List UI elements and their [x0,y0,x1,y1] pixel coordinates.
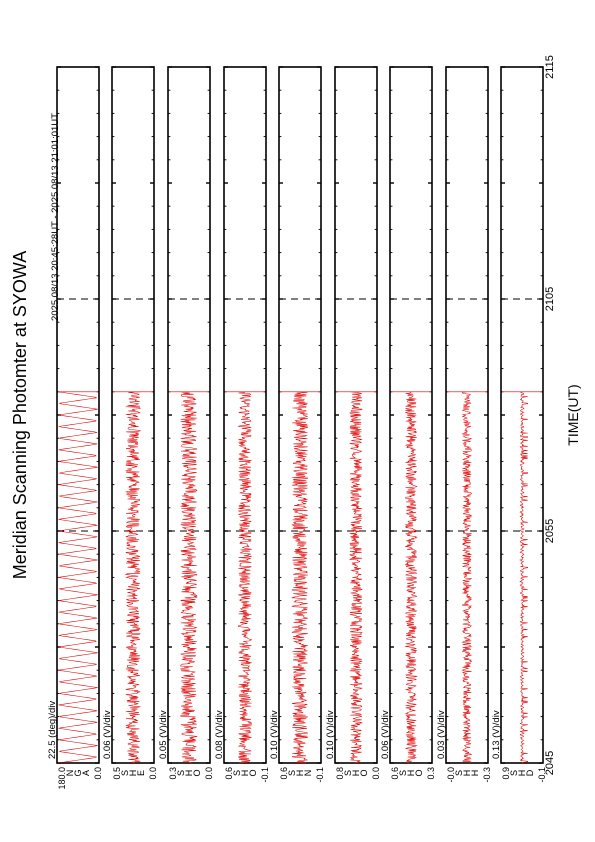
channel-letter: O [414,769,424,776]
channel-letter: S [509,770,519,776]
panel-scale-label: 0.05 (V)/div [158,710,169,759]
x-tick-label: 2105 [544,287,556,311]
x-axis-title: TIME(UT) [565,384,581,445]
panel-scale-label: 0.10 (V)/div [269,710,280,759]
chart-title: Meridian Scanning Photomter at SYOWA [10,251,30,579]
panel-scale-label: 0.03 (V)/div [436,710,447,759]
channel-letter: S [343,770,353,776]
channel-letter: O [248,769,258,776]
channel-letter: S [454,770,464,776]
panel-5: 0.10 (V)/div 0.6 -0.1 SHN [269,66,325,783]
panel-4: 0.08 (V)/div 0.6 -0.1 SHO [214,66,270,783]
channel-letter: S [176,770,186,776]
panel-ymax-label: 0.3 [168,767,178,780]
panel-ymax-label: 0.9 [501,767,511,780]
panel-ymax-label: 0.8 [335,767,345,780]
channel-letter: E [136,770,146,776]
trace-line [461,391,473,764]
panel-scale-label: 0.08 (V)/div [214,710,225,759]
panel-ymin-label: -0.1 [315,767,325,783]
trace-line [519,391,528,764]
panel-ymax-label: 0.5 [112,767,122,780]
panel-ymax-label: 180.0 [57,767,67,790]
panel-ymin-label: 0.0 [204,767,214,780]
channel-letter: G [73,769,83,776]
channel-letter: H [128,770,138,777]
panel-1: 22.5 (deg)/div 180.0 0.0 NGA [47,66,103,790]
panel-ymin-label: 0.0 [93,767,103,780]
x-tick-label: 2115 [544,55,556,79]
panel-ymin-label: -0.1 [260,767,270,783]
panel-scale-label: 22.5 (deg)/div [47,701,58,759]
panel-frame [278,66,322,764]
panel-ymax-label: 0.6 [279,767,289,780]
panel-ymax-label: -0.0 [446,767,456,783]
panel-ymin-label: 0.3 [426,767,436,780]
channel-letter: H [351,770,361,777]
panel-9: 0.13 (V)/div 0.9 -0.1 SHD [491,66,547,783]
channel-letter: H [406,770,416,777]
x-tick-label: 2045 [544,751,556,775]
panel-frame [56,66,100,764]
panel-ymin-label: 0.0 [148,767,158,780]
trace-line [124,391,142,764]
channel-letter: H [184,770,194,777]
channel-letter: H [240,770,250,777]
trace-line [179,391,198,764]
channel-letter: O [192,769,202,776]
channel-letter: H [470,770,480,777]
channel-letter: H [462,770,472,777]
panel-3: 0.05 (V)/div 0.3 0.0 SHO [158,66,214,780]
trace-line [348,391,364,764]
trace-line [404,391,418,764]
channel-letter: N [303,770,313,777]
panel-2: 0.06 (V)/div 0.5 0.0 SHE [102,66,158,780]
panel-7: 0.06 (V)/div 0.6 0.3 SHO [380,66,436,780]
channel-letter: H [517,770,527,777]
trace-line [291,391,309,764]
panel-scale-label: 0.13 (V)/div [491,710,502,759]
panel-ymin-label: -0.1 [537,767,547,783]
panel-6: 0.10 (V)/div 0.8 0.0 SHO [325,66,381,780]
panel-scale-label: 0.10 (V)/div [325,710,336,759]
panel-frame [389,66,433,764]
x-tick-label: 2055 [544,519,556,543]
panel-scale-label: 0.06 (V)/div [380,710,391,759]
trace-line [237,391,253,764]
channel-letter: H [295,770,305,777]
trace-line [57,391,98,764]
channel-letter: D [525,769,535,776]
panel-ymin-label: 0.0 [371,767,381,780]
channel-letter: S [120,770,130,776]
channel-letter: S [287,770,297,776]
channel-letter: S [398,770,408,776]
panel-ymax-label: 0.6 [390,767,400,780]
panel-scale-label: 0.06 (V)/div [102,710,113,759]
chart-subtitle: 2025 08/13 20:45:28UT - 2025 08/13 21:01… [50,113,61,321]
panel-ymin-label: -0.3 [482,767,492,783]
panel-ymax-label: 0.6 [224,767,234,780]
panel-8: 0.03 (V)/div -0.0 -0.3 SHH [436,66,492,783]
time-axis: 2045 2055 2105 2115 [544,55,556,775]
channel-letter: S [232,770,242,776]
channel-letter: A [81,770,91,776]
channel-letter: O [359,769,369,776]
channel-letter: N [65,770,75,777]
